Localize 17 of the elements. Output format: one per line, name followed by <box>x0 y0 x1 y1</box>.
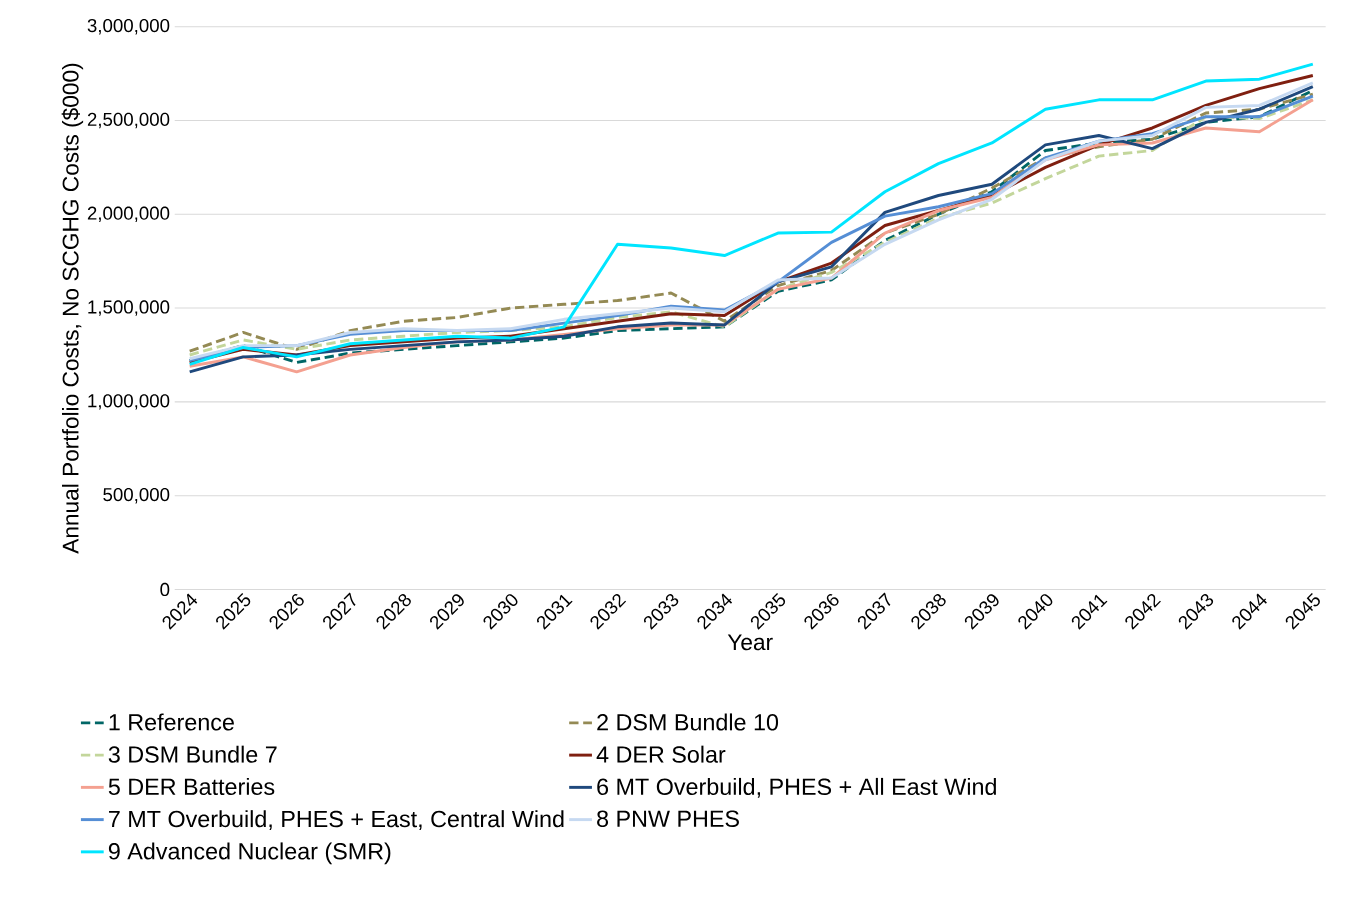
legend-label: 6 MT Overbuild, PHES + All East Wind <box>597 777 996 798</box>
y-tick-label: 2,500,000 <box>87 112 170 129</box>
y-tick-label: 500,000 <box>103 487 170 504</box>
y-axis-title: Annual Portfolio Costs, No SCGHG Costs ($000) <box>61 63 84 554</box>
legend-label: 3 DSM Bundle 7 <box>108 745 277 763</box>
legend-label: 2 DSM Bundle 10 <box>597 713 779 731</box>
y-tick-label: 1,500,000 <box>88 300 170 316</box>
legend-label: 1 Reference <box>109 713 234 731</box>
legend-label: 7 MT Overbuild, PHES + East, Central Wind <box>109 810 564 830</box>
legend-label: 9 Advanced Nuclear (SMR) <box>108 842 391 865</box>
y-tick-label: 2,000,000 <box>87 206 170 222</box>
legend-label: 5 DER Batteries <box>108 777 275 795</box>
x-axis-title: Year <box>727 634 773 651</box>
y-tick-label: 3,000,000 <box>87 18 170 35</box>
legend-label: 8 PNW PHES <box>597 810 739 827</box>
y-tick-label: 1,000,000 <box>88 394 170 410</box>
legend-label: 4 DER Solar <box>596 745 726 763</box>
